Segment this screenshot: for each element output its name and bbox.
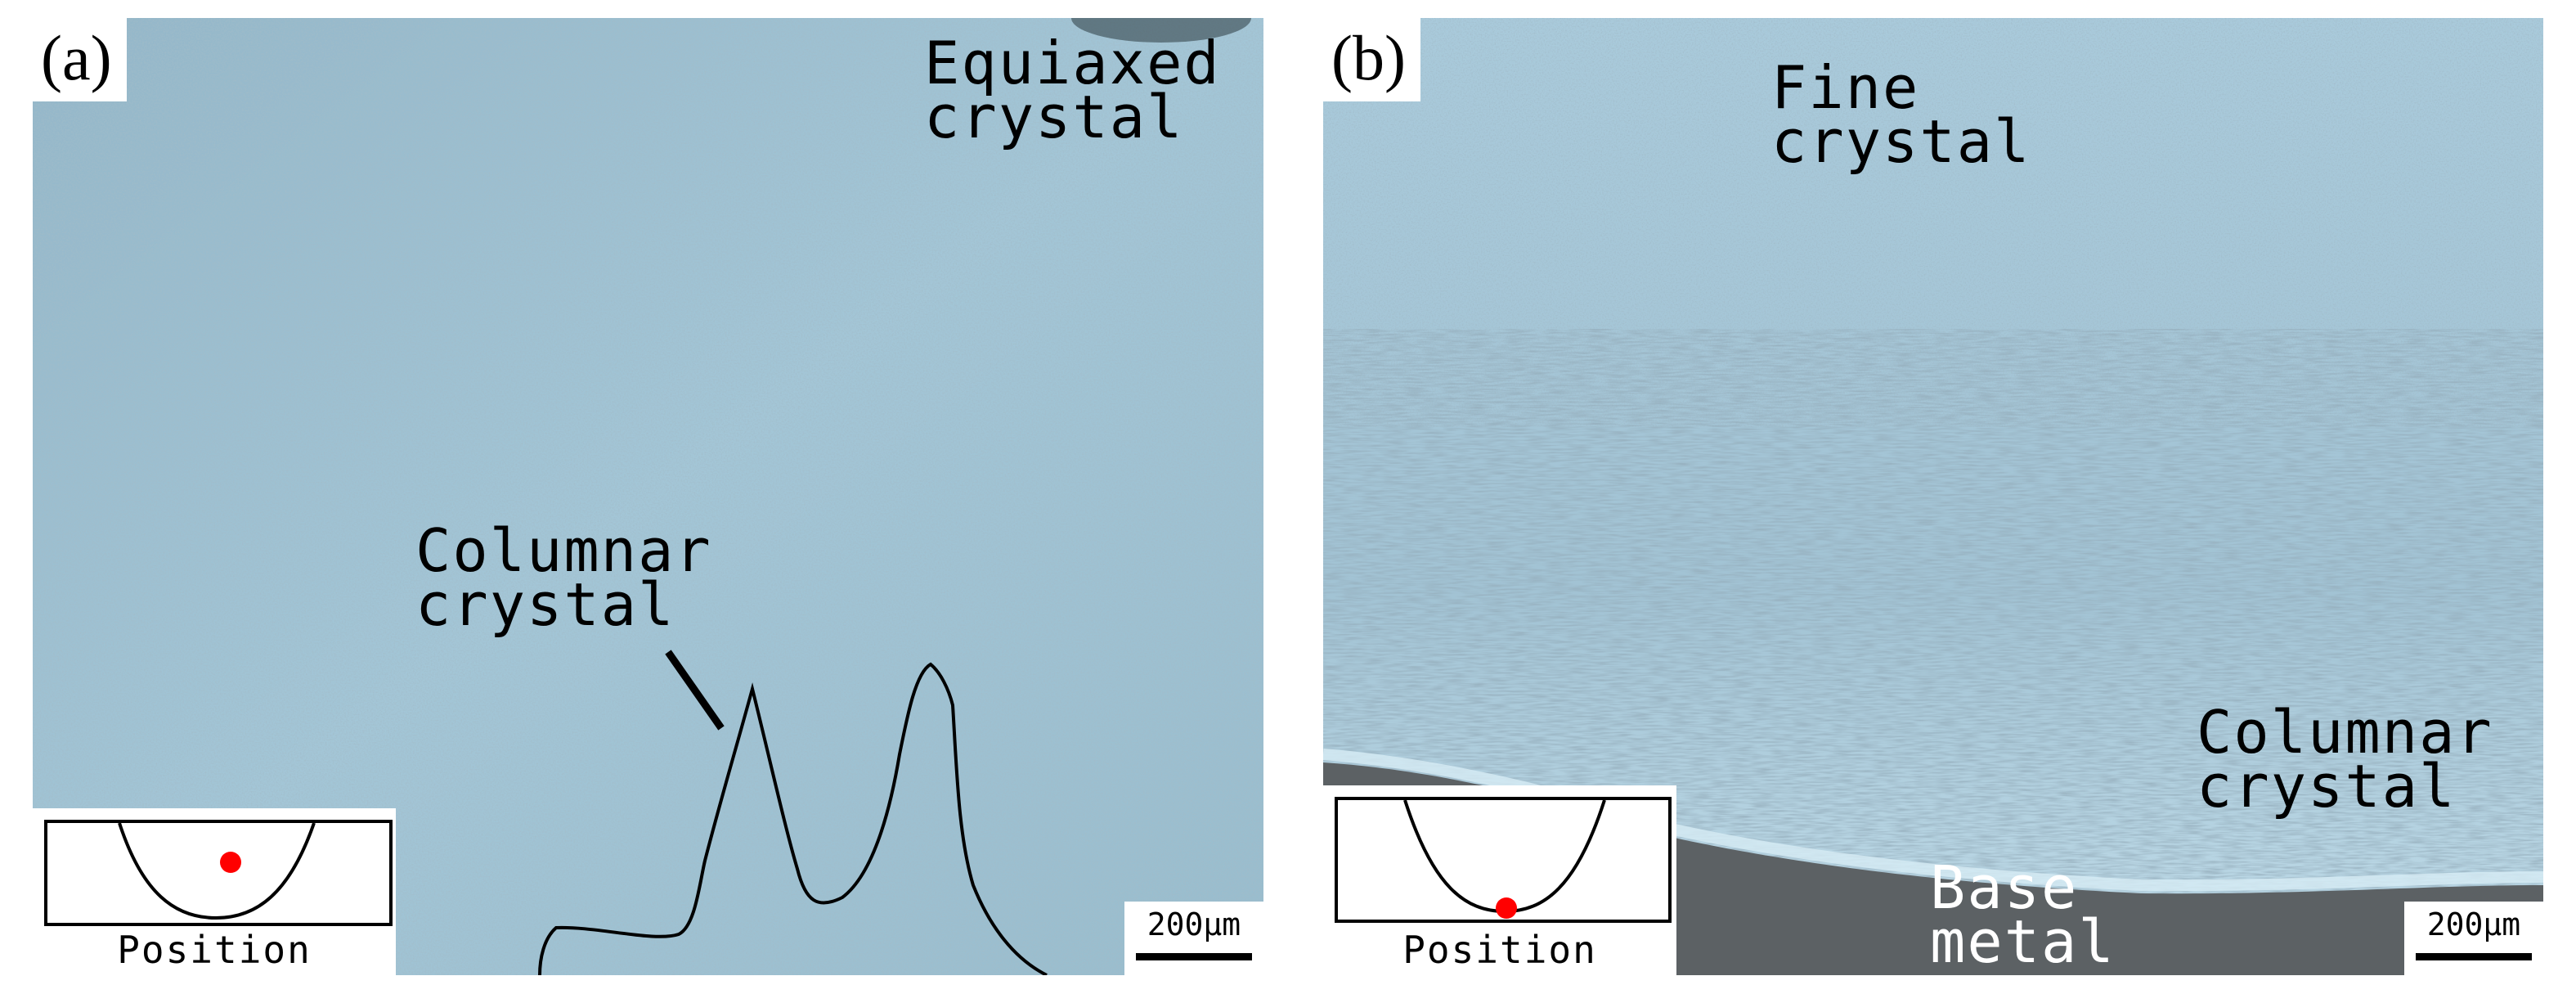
scale-bar-b: 200μm bbox=[2404, 902, 2543, 975]
position-marker-a bbox=[220, 852, 241, 873]
position-inset-a: Position bbox=[33, 808, 396, 975]
weld-cross-section-b bbox=[1335, 797, 1672, 923]
panel-label-b: (b) bbox=[1323, 18, 1420, 101]
base-metal-label: Base metal bbox=[1930, 853, 2116, 975]
micrograph-panel-b: (b) Fine crystal Columnar crystal Base m… bbox=[1323, 18, 2543, 975]
columnar-crystal-label-a: Columnar crystal bbox=[415, 516, 712, 639]
fine-crystal-label: Fine crystal bbox=[1771, 53, 2031, 176]
inset-caption-b: Position bbox=[1402, 928, 1597, 972]
scale-bar-a: 200μm bbox=[1124, 902, 1263, 975]
scale-bar-line-b bbox=[2416, 953, 2532, 960]
position-marker-b bbox=[1496, 897, 1517, 919]
columnar-outline bbox=[538, 662, 1048, 975]
micrograph-panel-a: (a) Equiaxed crystal Columnar crystal Po… bbox=[33, 18, 1263, 975]
scale-bar-text-b: 200μm bbox=[2426, 906, 2521, 942]
scale-bar-line-a bbox=[1136, 953, 1252, 960]
panel-label-a: (a) bbox=[33, 18, 127, 101]
equiaxed-crystal-label: Equiaxed crystal bbox=[924, 29, 1221, 151]
inset-caption-a: Position bbox=[117, 928, 312, 972]
columnar-pointer bbox=[665, 650, 725, 731]
position-inset-b: Position bbox=[1323, 785, 1676, 975]
weld-cross-section-a bbox=[44, 820, 393, 926]
columnar-crystal-label-b: Columnar crystal bbox=[2197, 698, 2493, 821]
scale-bar-text-a: 200μm bbox=[1147, 906, 1241, 942]
